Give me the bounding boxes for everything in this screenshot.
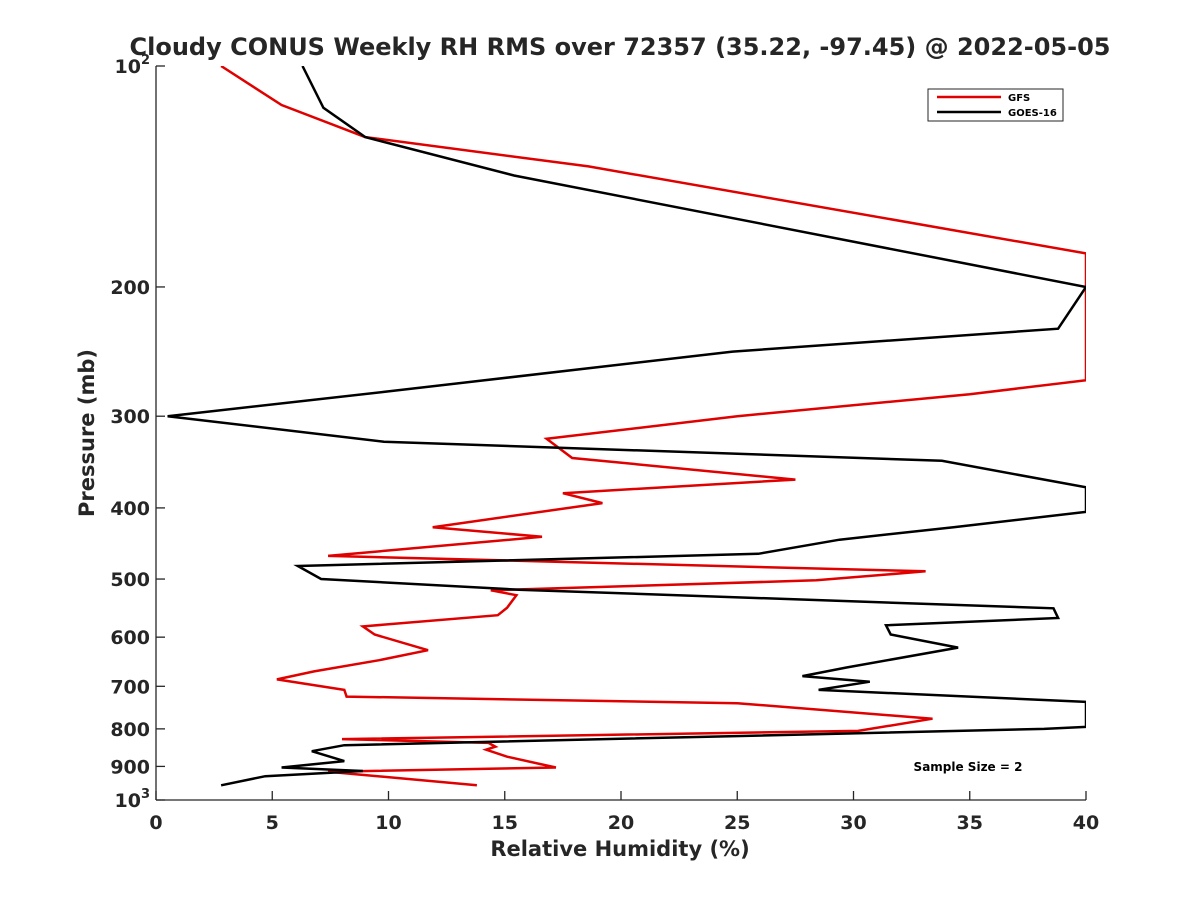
sample-size-annotation: Sample Size = 2 — [914, 760, 1023, 774]
plot-lines — [167, 66, 1086, 787]
y-tick-label: 103 — [115, 787, 151, 812]
x-tick-label: 35 — [957, 812, 983, 834]
x-tick-label: 10 — [375, 812, 401, 834]
x-tick-label: 0 — [149, 812, 162, 834]
y-tick-label: 600 — [110, 627, 150, 649]
y-tick-label: 300 — [110, 406, 150, 428]
axes: 0 5 10 15 20 25 30 35 40 102 200 300 400 500 600 700 800… — [110, 53, 1099, 834]
y-tick-label: 700 — [110, 676, 150, 698]
y-tick-label: 500 — [110, 569, 150, 591]
x-tick-label: 5 — [266, 812, 279, 834]
chart-title: Cloudy CONUS Weekly RH RMS over 72357 (3… — [130, 33, 1111, 61]
series-line-1 — [167, 66, 1086, 787]
y-tick-label: 400 — [110, 498, 150, 520]
y-tick-label: 800 — [110, 719, 150, 741]
x-tick-label: 20 — [608, 812, 634, 834]
x-tick-label: 25 — [724, 812, 750, 834]
x-tick-label: 30 — [840, 812, 866, 834]
legend-label-0: GFS — [1008, 93, 1030, 104]
y-tick-label: 200 — [110, 277, 150, 299]
x-tick-label: 40 — [1073, 812, 1099, 834]
legend-box — [927, 88, 1064, 122]
series-line-0 — [220, 66, 1086, 787]
y-tick-label: 900 — [110, 756, 150, 778]
legend-label-1: GOES-16 — [1008, 108, 1057, 119]
y-tick-label: 102 — [115, 53, 151, 78]
x-axis-label: Relative Humidity (%) — [490, 837, 749, 861]
x-tick-label: 15 — [492, 812, 518, 834]
legend: GFS GOES-16 — [927, 88, 1064, 122]
y-axis-label: Pressure (mb) — [75, 349, 99, 517]
